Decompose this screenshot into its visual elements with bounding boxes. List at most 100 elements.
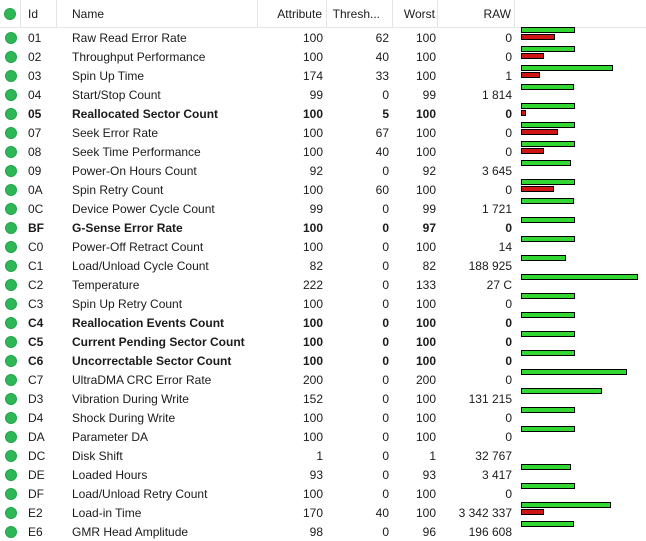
- status-ok-icon: [4, 7, 16, 20]
- attribute-value-bar: [521, 331, 575, 337]
- attribute-id-cell: 03: [28, 68, 42, 83]
- attribute-id-cell: C5: [28, 334, 44, 349]
- threshold-value-cell: 0: [382, 163, 389, 178]
- attribute-id-cell: C7: [28, 372, 44, 387]
- attribute-value-cell: 170: [302, 505, 323, 520]
- table-row[interactable]: C3 Spin Up Retry Count 100 0 100 0: [0, 293, 646, 313]
- attribute-value-cell: 100: [302, 106, 323, 121]
- threshold-value-bar: [521, 110, 526, 116]
- table-row[interactable]: C7 UltraDMA CRC Error Rate 200 0 200 0: [0, 369, 646, 389]
- status-ok-icon: [4, 449, 17, 462]
- bars-cell: [515, 122, 646, 142]
- table-row[interactable]: BF G-Sense Error Rate 100 0 97 0: [0, 217, 646, 237]
- bars-cell: [515, 293, 646, 313]
- table-row[interactable]: 07 Seek Error Rate 100 67 100 0: [0, 122, 646, 142]
- attribute-value-bar: [521, 293, 575, 299]
- threshold-value-cell: 67: [375, 125, 389, 140]
- column-header-status[interactable]: [0, 0, 21, 27]
- table-row[interactable]: 02 Throughput Performance 100 40 100 0: [0, 46, 646, 66]
- table-row[interactable]: E6 GMR Head Amplitude 98 0 96 196 608: [0, 521, 646, 541]
- threshold-value-cell: 0: [382, 258, 389, 273]
- table-row[interactable]: E2 Load-in Time 170 40 100 3 342 337: [0, 502, 646, 522]
- worst-value-cell: 99: [422, 201, 436, 216]
- attribute-value-bar: [521, 103, 575, 109]
- attribute-name-cell: Load/Unload Cycle Count: [72, 258, 209, 273]
- status-cell: [0, 240, 21, 253]
- table-row[interactable]: 01 Raw Read Error Rate 100 62 100 0: [0, 27, 646, 47]
- attribute-name-cell: Uncorrectable Sector Count: [72, 353, 232, 368]
- attribute-id-cell: C2: [28, 277, 44, 292]
- bars-cell: [515, 141, 646, 161]
- bars-cell: [515, 46, 646, 66]
- table-row[interactable]: C5 Current Pending Sector Count 100 0 10…: [0, 331, 646, 351]
- attribute-id-cell: 05: [28, 106, 42, 121]
- threshold-value-cell: 0: [382, 391, 389, 406]
- attribute-value-bar: [521, 84, 574, 90]
- column-header-name[interactable]: Name: [57, 0, 258, 27]
- worst-value-cell: 100: [415, 106, 436, 121]
- column-header-attribute[interactable]: Attribute: [258, 0, 327, 27]
- threshold-value-bar: [521, 34, 555, 40]
- attribute-value-bar: [521, 46, 575, 52]
- attribute-value-cell: 100: [302, 220, 323, 235]
- worst-value-cell: 97: [422, 220, 436, 235]
- table-row[interactable]: DE Loaded Hours 93 0 93 3 417: [0, 464, 646, 484]
- threshold-value-cell: 0: [382, 467, 389, 482]
- table-row[interactable]: C1 Load/Unload Cycle Count 82 0 82 188 9…: [0, 255, 646, 275]
- table-row[interactable]: C2 Temperature 222 0 133 27 C: [0, 274, 646, 294]
- table-row[interactable]: DA Parameter DA 100 0 100 0: [0, 426, 646, 446]
- attribute-value-bar: [521, 350, 575, 356]
- bars-cell: [515, 236, 646, 256]
- threshold-value-cell: 33: [375, 68, 389, 83]
- status-ok-icon: [4, 202, 17, 215]
- attribute-id-cell: 08: [28, 144, 42, 159]
- table-row[interactable]: 09 Power-On Hours Count 92 0 92 3 645: [0, 160, 646, 180]
- bars-cell: [515, 369, 646, 389]
- table-row[interactable]: 08 Seek Time Performance 100 40 100 0: [0, 141, 646, 161]
- attribute-value-cell: 100: [302, 315, 323, 330]
- status-ok-icon: [4, 88, 17, 101]
- column-header-threshold[interactable]: Thresh...: [327, 0, 393, 27]
- table-row[interactable]: 05 Reallocated Sector Count 100 5 100 0: [0, 103, 646, 123]
- bars-cell: [515, 464, 646, 484]
- status-cell: [0, 126, 21, 139]
- raw-value-cell: 3 417: [481, 467, 512, 482]
- attribute-name-cell: Load/Unload Retry Count: [72, 486, 208, 501]
- table-row[interactable]: 0C Device Power Cycle Count 99 0 99 1 72…: [0, 198, 646, 218]
- attribute-value-cell: 100: [302, 353, 323, 368]
- attribute-value-cell: 100: [302, 239, 323, 254]
- attribute-value-bar: [521, 388, 602, 394]
- attribute-value-cell: 100: [302, 410, 323, 425]
- attribute-id-cell: DC: [28, 448, 46, 463]
- table-row[interactable]: 04 Start/Stop Count 99 0 99 1 814: [0, 84, 646, 104]
- raw-value-cell: 0: [505, 410, 512, 425]
- table-row[interactable]: 0A Spin Retry Count 100 60 100 0: [0, 179, 646, 199]
- table-row[interactable]: D3 Vibration During Write 152 0 100 131 …: [0, 388, 646, 408]
- threshold-value-cell: 60: [375, 182, 389, 197]
- attribute-name-cell: Vibration During Write: [72, 391, 189, 406]
- table-row[interactable]: C4 Reallocation Events Count 100 0 100 0: [0, 312, 646, 332]
- table-row[interactable]: C6 Uncorrectable Sector Count 100 0 100 …: [0, 350, 646, 370]
- raw-value-cell: 0: [505, 49, 512, 64]
- table-row[interactable]: DF Load/Unload Retry Count 100 0 100 0: [0, 483, 646, 503]
- attribute-id-cell: C3: [28, 296, 44, 311]
- worst-value-cell: 100: [415, 486, 436, 501]
- status-ok-icon: [4, 297, 17, 310]
- attribute-value-bar: [521, 426, 575, 432]
- table-row[interactable]: D4 Shock During Write 100 0 100 0: [0, 407, 646, 427]
- status-cell: [0, 183, 21, 196]
- column-header-id[interactable]: Id: [21, 0, 57, 27]
- table-row[interactable]: C0 Power-Off Retract Count 100 0 100 14: [0, 236, 646, 256]
- column-header-raw[interactable]: RAW: [438, 0, 515, 27]
- attribute-value-bar: [521, 369, 627, 375]
- worst-value-cell: 96: [422, 524, 436, 539]
- attribute-value-cell: 100: [302, 429, 323, 444]
- attribute-value-cell: 200: [302, 372, 323, 387]
- attribute-value-cell: 222: [302, 277, 323, 292]
- table-row[interactable]: DC Disk Shift 1 0 1 32 767: [0, 446, 646, 465]
- table-row[interactable]: 03 Spin Up Time 174 33 100 1: [0, 65, 646, 85]
- threshold-value-cell: 40: [375, 505, 389, 520]
- raw-value-cell: 1 814: [481, 87, 512, 102]
- raw-value-cell: 1: [505, 68, 512, 83]
- column-header-worst[interactable]: Worst: [393, 0, 438, 27]
